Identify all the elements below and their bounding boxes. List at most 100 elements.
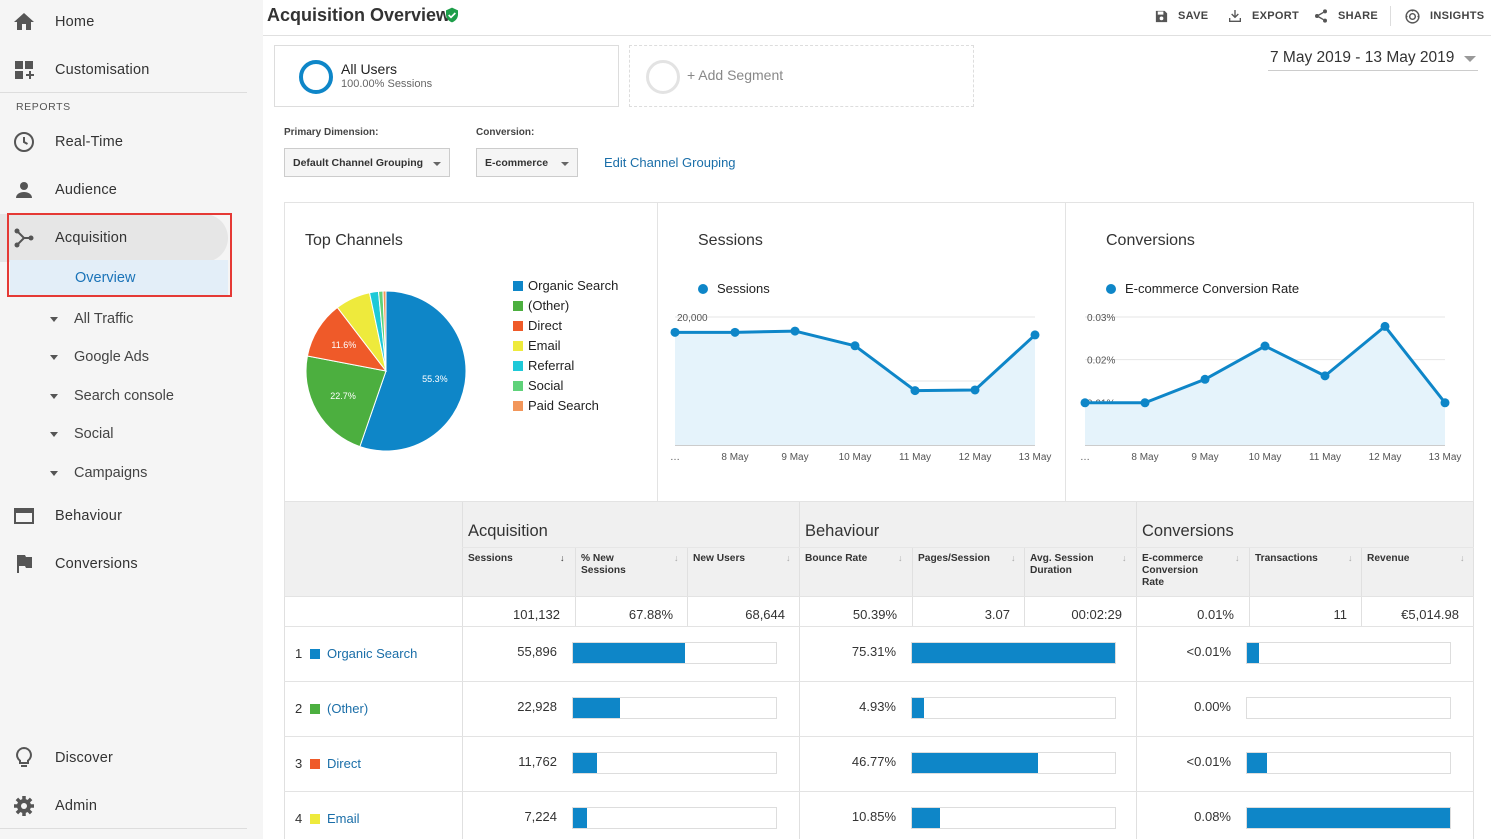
sessions-chart-title: Sessions [698,232,763,249]
nav-home-label: Home [55,14,95,30]
expand-triangle-icon [50,470,58,476]
legend-swatch [513,380,523,391]
nav-customisation[interactable]: Customisation [0,46,247,94]
col-new-users[interactable]: New Users [693,553,746,564]
data-point[interactable] [1380,321,1390,331]
nav-acquisition[interactable]: Acquisition [0,214,228,262]
data-point[interactable] [1140,398,1150,408]
col-revenue[interactable]: Revenue [1367,553,1410,564]
sort-icon[interactable]: ↓ [1460,553,1465,563]
sort-icon[interactable]: ↓ [1348,553,1353,563]
legend-dot-icon [1106,283,1116,294]
share-button[interactable]: SHARE [1313,6,1378,26]
col-pages-session[interactable]: Pages/Session [918,553,990,564]
share-icon [1315,9,1327,23]
pie-slice-other[interactable] [305,355,387,448]
col-bounce-rate[interactable]: Bounce Rate [805,553,868,564]
bounce-bar-fill [912,698,925,718]
data-point[interactable] [1030,330,1040,340]
reports-section-label: REPORTS [16,101,71,113]
nav-customisation-label: Customisation [55,62,150,78]
nav-conversions-label: Conversions [55,556,138,572]
row-ecom-rate: <0.01% [1186,754,1231,769]
col-new-sessions[interactable]: % New Sessions [581,553,626,576]
home-icon [14,13,34,30]
nav-overview[interactable]: Overview [10,260,228,296]
nav-home[interactable]: Home [0,0,247,46]
row-sessions: 22,928 [517,699,557,714]
row-ecom-rate: <0.01% [1186,644,1231,659]
row-channel-link[interactable]: Email [327,811,360,826]
divider [1136,502,1137,839]
nav-google-ads[interactable]: Google Ads [0,338,247,376]
row-ecom-rate: 0.00% [1194,699,1231,714]
sort-icon[interactable]: ↓ [786,553,791,563]
data-point[interactable] [670,327,680,337]
sort-icon[interactable]: ↓ [674,553,679,563]
row-bounce-rate: 10.85% [851,809,896,824]
sort-desc-icon[interactable]: ↓ [560,553,565,563]
save-button[interactable]: SAVE [1154,6,1208,26]
share-label: SHARE [1338,10,1379,22]
data-point[interactable] [1080,398,1090,408]
row-channel-link[interactable]: Organic Search [327,646,418,661]
nav-audience[interactable]: Audience [0,166,247,214]
nav-campaigns[interactable]: Campaigns [0,454,247,492]
col-avg-duration[interactable]: Avg. Session Duration [1030,553,1094,576]
data-point[interactable] [730,327,740,337]
nav-all-traffic-label: All Traffic [74,311,134,327]
nav-behaviour[interactable]: Behaviour [0,492,247,540]
sort-icon[interactable]: ↓ [1235,553,1240,563]
data-point[interactable] [910,386,920,396]
nav-admin[interactable]: Admin [0,782,247,830]
add-segment-button[interactable]: + Add Segment [629,45,974,107]
edit-channel-grouping-link[interactable]: Edit Channel Grouping [604,155,736,170]
data-point[interactable] [1320,371,1330,381]
row-sessions: 11,762 [518,754,557,769]
row-channel-link[interactable]: (Other) [327,701,369,716]
export-button[interactable]: EXPORT [1227,6,1299,26]
data-point[interactable] [1440,398,1450,408]
data-point[interactable] [790,326,800,336]
legend-swatch [513,300,523,311]
acquisition-icon [14,228,34,248]
nav-all-traffic[interactable]: All Traffic [0,300,247,338]
data-point[interactable] [1200,374,1210,384]
x-tick-label: 8 May [721,452,748,463]
col-sessions[interactable]: Sessions [468,553,513,564]
total-revenue: €5,014.98 [1401,607,1459,622]
legend-label: Referral [528,358,575,373]
nav-discover-label: Discover [55,750,113,766]
pie-slice-paid-search[interactable] [382,290,387,372]
x-tick-label: … [1080,452,1090,463]
data-point[interactable] [970,385,980,395]
row-channel-link[interactable]: Direct [327,756,361,771]
nav-realtime[interactable]: Real-Time [0,118,247,166]
data-point[interactable] [850,341,860,351]
legend-label: Email [528,338,561,353]
divider [462,547,1474,548]
legend-label: Social [528,378,564,393]
nav-social[interactable]: Social [0,415,247,453]
sort-icon[interactable]: ↓ [1011,553,1016,563]
chevron-down-icon [433,162,441,166]
conversion-bar [1246,807,1451,829]
segment-all-users[interactable]: All Users 100.00% Sessions [274,45,619,107]
insights-button[interactable]: INSIGHTS [1404,6,1484,26]
series-area [1085,326,1445,445]
nav-search-console[interactable]: Search console [0,377,247,415]
sort-icon[interactable]: ↓ [898,553,903,563]
col-ecom-rate[interactable]: E-commerce Conversion Rate [1142,553,1204,588]
row-bounce-rate: 46.77% [851,754,896,769]
data-point[interactable] [1260,341,1270,351]
col-transactions[interactable]: Transactions [1255,553,1318,564]
conversion-select[interactable]: E-commerce [476,148,578,177]
date-range-picker[interactable]: 7 May 2019 - 13 May 2019 [1268,47,1478,71]
sort-icon[interactable]: ↓ [1122,553,1127,563]
conversion-bar-fill [1247,643,1260,663]
nav-discover[interactable]: Discover [0,734,247,782]
nav-conversions[interactable]: Conversions [0,540,247,588]
primary-dimension-select[interactable]: Default Channel Grouping [284,148,450,177]
legend-swatch [513,360,523,371]
